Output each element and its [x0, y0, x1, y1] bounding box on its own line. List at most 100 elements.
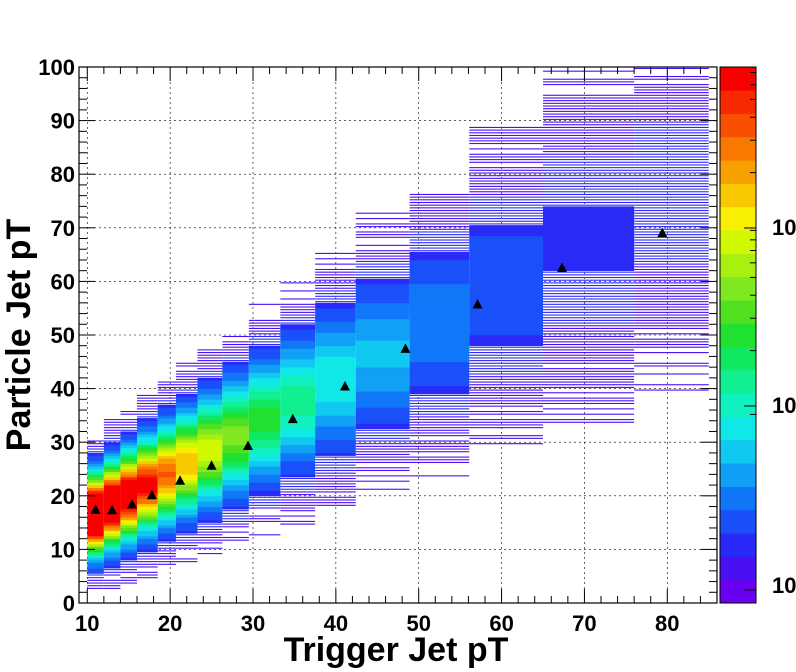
- heatmap-cell: [248, 474, 281, 478]
- heatmap-cell: [87, 565, 104, 569]
- heatmap-cell: [280, 375, 316, 379]
- heatmap-cell: [175, 527, 198, 531]
- heatmap-cell: [409, 385, 470, 389]
- heatmap-cell: [157, 482, 176, 486]
- heatmap-cell: [248, 479, 281, 483]
- heatmap-cell: [197, 528, 223, 530]
- y-tick-label: 50: [51, 323, 75, 348]
- heatmap-cell: [137, 519, 158, 523]
- heatmap-cell: [222, 410, 249, 414]
- axis-ticks: [79, 66, 717, 604]
- heatmap-cell: [543, 421, 635, 423]
- heatmap-cell: [409, 416, 470, 418]
- heatmap-cell: [634, 322, 709, 324]
- heatmap-cell: [157, 412, 176, 416]
- heatmap-cell: [222, 369, 249, 373]
- profile-marker: [107, 504, 118, 515]
- heatmap-cell: [469, 225, 543, 229]
- heatmap-cell: [280, 391, 316, 395]
- heatmap-cell: [409, 220, 470, 222]
- heatmap-cell: [315, 469, 356, 472]
- heatmap-cell: [248, 388, 281, 392]
- heatmap-cell: [355, 410, 410, 414]
- heatmap-cell: [175, 402, 198, 405]
- heatmap-cell: [315, 298, 356, 300]
- heatmap-cell: [103, 514, 121, 518]
- heatmap-cell: [280, 523, 316, 525]
- heatmap-cell: [175, 458, 198, 462]
- heatmap-cell: [409, 318, 470, 322]
- heatmap-cell: [87, 490, 104, 494]
- heatmap-cell: [634, 145, 709, 147]
- heatmap-cell: [137, 431, 158, 435]
- heatmap-cell: [87, 474, 104, 478]
- heatmap-cell: [222, 512, 249, 514]
- heatmap-cell: [634, 303, 709, 305]
- heatmap-cell: [137, 498, 158, 502]
- colorbar-band: [720, 300, 756, 324]
- heatmap-cell: [469, 209, 543, 212]
- heatmap-cell: [355, 480, 410, 482]
- heatmap-cell: [157, 431, 176, 435]
- heatmap-cell: [222, 335, 249, 338]
- heatmap-cell: [543, 180, 635, 182]
- heatmap-cell: [87, 582, 104, 584]
- heatmap-cell: [197, 407, 223, 411]
- heatmap-cell: [315, 459, 356, 461]
- heatmap-cell: [120, 527, 137, 531]
- heatmap-cell: [634, 196, 709, 198]
- heatmap-cell: [248, 450, 281, 454]
- heatmap-cell: [409, 223, 470, 225]
- heatmap-cell: [543, 217, 635, 221]
- heatmap-cell: [543, 241, 635, 245]
- heatmap-cell: [469, 227, 543, 231]
- heatmap-cell: [634, 247, 709, 249]
- y-tick-label: 90: [51, 109, 75, 134]
- heatmap-cell: [103, 527, 121, 531]
- heatmap-cell: [248, 442, 281, 446]
- heatmap-cell: [543, 303, 635, 305]
- heatmap-cell: [315, 301, 356, 303]
- heatmap-cell: [222, 412, 249, 416]
- heatmap-cell: [355, 426, 410, 430]
- heatmap-cell: [315, 335, 356, 338]
- heatmap-cell: [157, 455, 176, 459]
- heatmap-cell: [87, 466, 104, 470]
- heatmap-cell: [315, 380, 356, 384]
- heatmap-cell: [543, 243, 635, 247]
- heatmap-cell: [469, 223, 543, 225]
- heatmap-cell: [355, 443, 410, 445]
- heatmap-cell: [197, 393, 223, 397]
- heatmap-cell: [280, 372, 316, 376]
- heatmap-cell: [120, 413, 137, 415]
- heatmap-cell: [469, 376, 543, 378]
- heatmap-cell: [355, 412, 410, 416]
- heatmap-cell: [157, 420, 176, 424]
- heatmap-cell: [248, 482, 281, 486]
- heatmap-cell: [315, 359, 356, 363]
- heatmap-cell: [222, 426, 249, 430]
- heatmap-cell: [634, 231, 709, 233]
- heatmap-cell: [634, 319, 709, 321]
- heatmap-cell: [634, 234, 709, 236]
- heatmap-cell: [315, 321, 356, 325]
- heatmap-cell: [175, 447, 198, 451]
- heatmap-cell: [137, 405, 158, 407]
- heatmap-cell: [634, 177, 709, 179]
- heatmap-cell: [222, 360, 249, 362]
- heatmap-cell: [543, 306, 635, 308]
- colorbar-band: [720, 393, 756, 417]
- heatmap-cell: [634, 110, 709, 112]
- heatmap-cell: [409, 234, 470, 236]
- heatmap-cell: [315, 372, 356, 376]
- heatmap-cell: [355, 429, 410, 431]
- heatmap-cell: [103, 587, 121, 589]
- heatmap-cell: [409, 257, 470, 261]
- heatmap-cell: [280, 298, 316, 300]
- heatmap-cell: [175, 434, 198, 438]
- heatmap-cell: [248, 348, 281, 352]
- heatmap-cell: [248, 534, 281, 536]
- heatmap-cell: [355, 348, 410, 352]
- colorbar-band: [720, 463, 756, 487]
- heatmap-cell: [355, 353, 410, 357]
